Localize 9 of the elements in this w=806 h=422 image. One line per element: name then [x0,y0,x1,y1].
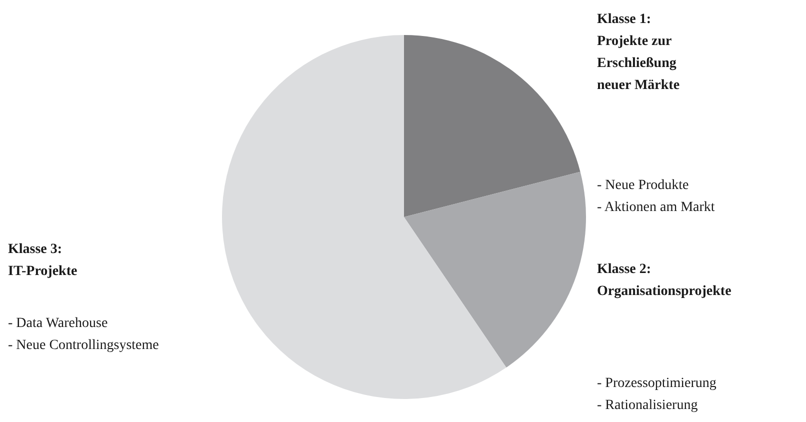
text: - Neue Produkte - Aktionen am Markt [597,178,715,215]
slice-label: Klasse 2: Organisationsprojekte [597,262,732,299]
text: - Prozessoptimierung - Rationalisierung [597,376,716,413]
pie-slice [222,35,506,399]
text: - Data Warehouse - Neue Controllingsysteme [8,316,159,353]
pie-slice [404,35,580,217]
slice-label: Klasse 1: Projekte zur Erschließung neuer Märkte [597,12,680,93]
slice-label: Klasse 3: IT-Projekte [8,242,78,279]
pie-slice [404,172,586,368]
